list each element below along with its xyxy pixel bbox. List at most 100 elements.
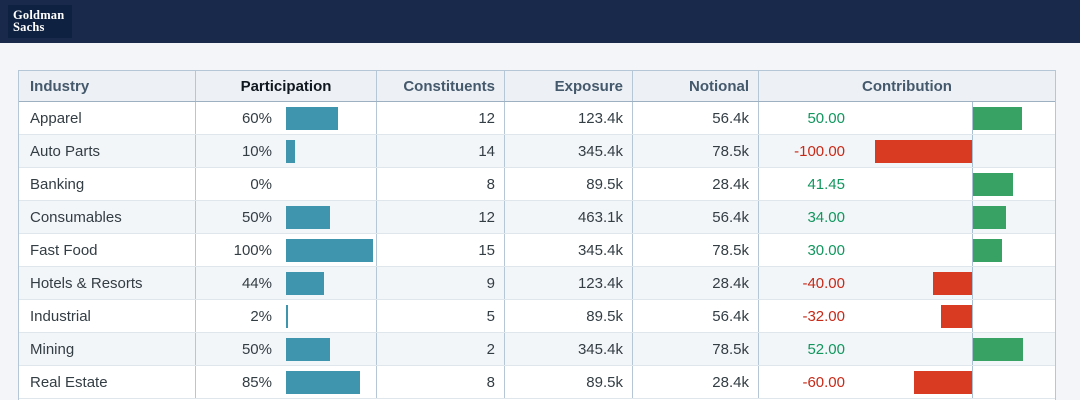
table-row[interactable]: Industrial 2% 5 89.5k 56.4k -32.00 [19,300,1055,333]
goldman-sachs-logo: Goldman Sachs [8,5,73,38]
constituents-cell: 12 [377,201,505,233]
contribution-bar [973,107,1022,130]
contribution-zero-axis [972,102,973,134]
participation-value: 0% [250,175,272,193]
contribution-bar [933,272,972,295]
participation-bar-track [286,271,373,295]
contribution-cell: -60.00 [759,366,1055,398]
table-row[interactable]: Auto Parts 10% 14 345.4k 78.5k -100.00 [19,135,1055,168]
column-header-contribution[interactable]: Contribution [862,77,952,95]
exposure-cell: 345.4k [505,333,633,365]
logo-text-line1: Goldman [13,8,65,22]
contribution-bar [973,239,1003,262]
contribution-value: -32.00 [802,307,845,325]
exposure-cell: 123.4k [505,102,633,134]
contribution-zero-axis [972,135,973,167]
exposure-cell: 89.5k [505,300,633,332]
contribution-cell: -40.00 [759,267,1055,299]
column-header-industry[interactable]: Industry [19,71,196,101]
constituents-cell: 15 [377,234,505,266]
exposure-cell: 89.5k [505,366,633,398]
participation-cell: 85% [196,366,377,398]
participation-value: 50% [241,340,272,358]
industry-table: Industry Participation Constituents Expo… [18,70,1056,400]
notional-cell: 56.4k [633,201,759,233]
constituents-cell: 8 [377,366,505,398]
participation-bar [286,304,288,328]
constituents-cell: 5 [377,300,505,332]
contribution-cell: 34.00 [759,201,1055,233]
column-header-notional[interactable]: Notional [633,71,759,101]
contribution-bar-area [845,366,1055,398]
contribution-bar [973,206,1006,229]
table-row[interactable]: Banking 0% 8 89.5k 28.4k 41.45 [19,168,1055,201]
exposure-cell: 123.4k [505,267,633,299]
contribution-bar-area [845,267,1055,299]
participation-value: 2% [250,307,272,325]
participation-cell: 50% [196,333,377,365]
participation-value: 10% [241,142,272,160]
participation-bar-track [286,106,373,130]
constituents-cell: 2 [377,333,505,365]
contribution-cell: 50.00 [759,102,1055,134]
industry-cell: Consumables [19,201,196,233]
table-row[interactable]: Real Estate 85% 8 89.5k 28.4k -60.00 [19,366,1055,399]
table-header-row: Industry Participation Constituents Expo… [19,71,1055,102]
contribution-bar [941,305,972,328]
column-header-exposure[interactable]: Exposure [505,71,633,101]
notional-cell: 56.4k [633,300,759,332]
column-header-constituents[interactable]: Constituents [377,71,505,101]
participation-cell: 10% [196,135,377,167]
contribution-bar-area [845,102,1055,134]
notional-cell: 78.5k [633,333,759,365]
contribution-bar-area [845,168,1055,200]
contribution-value: 52.00 [807,340,845,358]
industry-label: Mining [30,340,75,358]
participation-value: 60% [241,109,272,127]
participation-cell: 50% [196,201,377,233]
participation-cell: 100% [196,234,377,266]
industry-label: Auto Parts [30,142,101,160]
participation-cell: 44% [196,267,377,299]
exposure-cell: 89.5k [505,168,633,200]
participation-bar-track [286,337,373,361]
contribution-bar [913,371,972,394]
table-row[interactable]: Apparel 60% 12 123.4k 56.4k 50.00 [19,102,1055,135]
industry-label: Banking [30,175,85,193]
contribution-cell: 41.45 [759,168,1055,200]
top-navbar: Goldman Sachs [0,0,1080,43]
contribution-cell: 52.00 [759,333,1055,365]
industry-label: Real Estate [30,373,108,391]
contribution-bar-area [845,234,1055,266]
contribution-bar-area [845,300,1055,332]
contribution-bar-area [845,135,1055,167]
participation-bar-track [286,238,373,262]
contribution-bar [973,338,1024,361]
constituents-cell: 8 [377,168,505,200]
contribution-zero-axis [972,333,973,365]
participation-cell: 2% [196,300,377,332]
industry-cell: Hotels & Resorts [19,267,196,299]
exposure-cell: 345.4k [505,234,633,266]
contribution-bar [875,140,972,163]
participation-bar-track [286,370,373,394]
contribution-value: -60.00 [802,373,845,391]
contribution-zero-axis [972,300,973,332]
table-row[interactable]: Consumables 50% 12 463.1k 56.4k 34.00 [19,201,1055,234]
notional-cell: 78.5k [633,234,759,266]
constituents-cell: 9 [377,267,505,299]
notional-cell: 28.4k [633,267,759,299]
contribution-bar-area [845,333,1055,365]
participation-value: 85% [241,373,272,391]
participation-cell: 60% [196,102,377,134]
contribution-cell: 30.00 [759,234,1055,266]
table-row[interactable]: Hotels & Resorts 44% 9 123.4k 28.4k -40.… [19,267,1055,300]
contribution-zero-axis [972,267,973,299]
notional-cell: 56.4k [633,102,759,134]
contribution-zero-axis [972,168,973,200]
participation-bar [286,370,360,394]
column-header-participation[interactable]: Participation [196,71,377,101]
participation-bar-track [286,205,373,229]
table-row[interactable]: Fast Food 100% 15 345.4k 78.5k 30.00 [19,234,1055,267]
table-row[interactable]: Mining 50% 2 345.4k 78.5k 52.00 [19,333,1055,366]
